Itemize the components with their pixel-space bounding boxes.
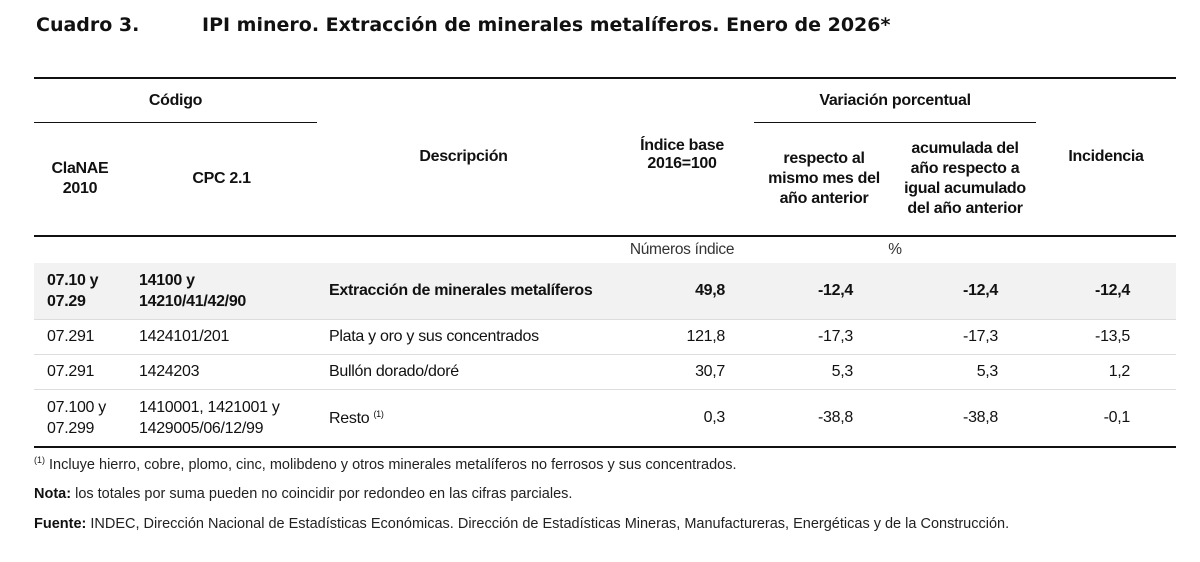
header-acumulada-label: acumulada del año respecto a igual acumu… (904, 140, 1026, 217)
header-cpc: CPC 2.1 (126, 123, 318, 237)
cell-acumulada: -17,3 (894, 319, 1037, 355)
cell-mismo-mes: -38,8 (754, 389, 895, 448)
header-acumulada: acumulada del año respecto a igual acumu… (894, 123, 1037, 237)
cell-incidencia: 1,2 (1036, 354, 1177, 390)
cell-clanae: 07.291 (34, 319, 126, 355)
header-clanae: ClaNAE 2010 (34, 123, 126, 237)
fuente-text: INDEC, Dirección Nacional de Estadística… (90, 516, 1010, 532)
table-title-text: IPI minero. Extracción de minerales meta… (202, 14, 891, 36)
cell-acumulada: 5,3 (894, 354, 1037, 390)
header-row-sub: ClaNAE 2010 CPC 2.1 respecto al mismo me… (34, 123, 1176, 237)
cell-cpc: 1410001, 1421001 y 1429005/06/12/99 (126, 389, 318, 448)
cell-clanae: 07.10 y 07.29 (34, 263, 126, 320)
nota-text: los totales por suma pueden no coincidir… (75, 486, 573, 502)
fuente-label: Fuente: (34, 516, 87, 532)
footnote-mark: (1) (34, 455, 45, 465)
cell-cpc: 1424101/201 (126, 319, 318, 355)
units-variacion: % (888, 241, 902, 258)
nota-label: Nota: (34, 486, 72, 502)
cell-mismo-mes: 5,3 (754, 354, 895, 390)
fuente: Fuente: INDEC, Dirección Nacional de Est… (34, 516, 1009, 532)
cell-indice: 30,7 (610, 354, 755, 390)
header-mismo-mes: respecto al mismo mes del año anterior (754, 123, 895, 237)
cell-descripcion: Resto (1) (317, 389, 611, 448)
cell-cpc-text: 1410001, 1421001 y 1429005/06/12/99 (139, 399, 280, 437)
cell-descripcion-text: Resto (329, 409, 370, 427)
header-mismo-mes-label: respecto al mismo mes del año anterior (768, 150, 880, 207)
cell-descripcion: Bullón dorado/doré (317, 354, 611, 390)
table-number: Cuadro 3. (36, 14, 140, 36)
cell-incidencia: -12,4 (1036, 263, 1177, 320)
data-table: Código Descripción Índice base 2016=100 … (34, 77, 1177, 448)
table-row: 07.10 y 07.29 14100 y 14210/41/42/90 Ext… (34, 263, 1177, 320)
units-indice: Números índice (629, 241, 735, 258)
table-row: 07.100 y 07.299 1410001, 1421001 y 14290… (34, 389, 1177, 448)
footnote: (1) Incluye hierro, cobre, plomo, cinc, … (34, 455, 737, 473)
cell-indice: 49,8 (610, 263, 755, 320)
table-row: 07.291 1424203 Bullón dorado/doré 30,7 5… (34, 354, 1177, 390)
header-indice-label: Índice base 2016=100 (640, 137, 724, 172)
cell-incidencia: -13,5 (1036, 319, 1177, 355)
cell-clanae-text: 07.10 y 07.29 (47, 272, 99, 310)
header-codigo: Código (34, 78, 318, 123)
cell-mismo-mes: -17,3 (754, 319, 895, 355)
cell-indice: 121,8 (610, 319, 755, 355)
cell-descripcion: Plata y oro y sus concentrados (317, 319, 611, 355)
table-row: 07.291 1424101/201 Plata y oro y sus con… (34, 319, 1177, 355)
footnote-ref: (1) (373, 408, 384, 419)
cell-incidencia: -0,1 (1036, 389, 1177, 448)
cell-acumulada: -12,4 (894, 263, 1037, 320)
header-descripcion: Descripción (317, 78, 611, 237)
nota: Nota: los totales por suma pueden no coi… (34, 486, 572, 502)
cell-cpc: 1424203 (126, 354, 318, 390)
cell-clanae-text: 07.100 y 07.299 (47, 399, 106, 437)
cell-mismo-mes: -12,4 (754, 263, 895, 320)
cell-clanae: 07.291 (34, 354, 126, 390)
cell-clanae: 07.100 y 07.299 (34, 389, 126, 448)
units-row: Números índice % (34, 236, 1176, 263)
cell-indice: 0,3 (610, 389, 755, 448)
header-clanae-label: ClaNAE 2010 (51, 160, 109, 197)
header-variacion: Variación porcentual (754, 78, 1037, 123)
header-incidencia: Incidencia (1036, 78, 1177, 237)
header-row-top: Código Descripción Índice base 2016=100 … (34, 78, 1177, 237)
cell-cpc: 14100 y 14210/41/42/90 (126, 263, 318, 320)
cell-acumulada: -38,8 (894, 389, 1037, 448)
footnote-text: Incluye hierro, cobre, plomo, cinc, moli… (49, 457, 737, 473)
header-indice: Índice base 2016=100 (610, 78, 755, 237)
cell-descripcion: Extracción de minerales metalíferos (317, 263, 611, 320)
cell-cpc-text: 14100 y 14210/41/42/90 (139, 272, 247, 310)
